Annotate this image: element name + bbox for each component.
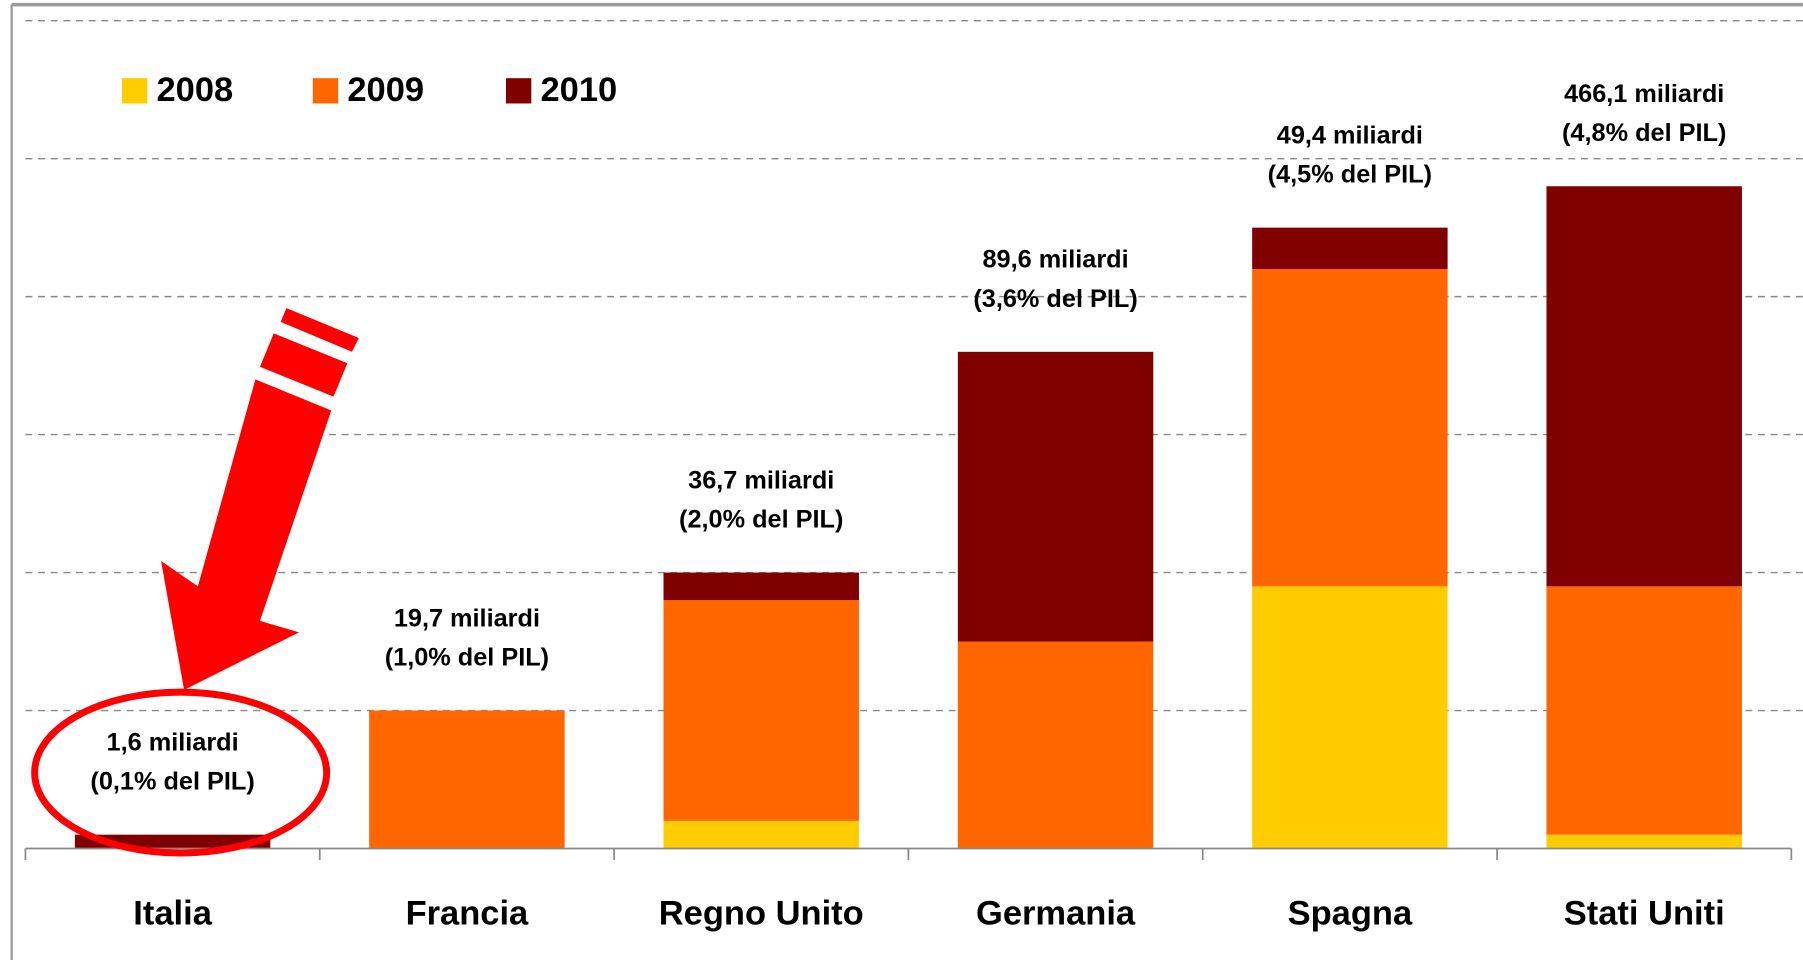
bar-segment: [1252, 269, 1448, 587]
bar-segment: [1252, 227, 1448, 270]
arrow-stripe: [259, 333, 348, 397]
arrow-stripe: [280, 308, 359, 352]
bar-segment: [1546, 586, 1742, 835]
bar-segment: [957, 351, 1154, 642]
arrow: [161, 308, 359, 690]
legend-swatch: [122, 78, 148, 104]
arrow-body: [161, 379, 332, 690]
bar-segment: [663, 600, 859, 821]
x-tick-label: Italia: [133, 894, 212, 932]
legend-label: 2008: [156, 71, 233, 109]
plot: 1,6 miliardi (0,1% del PIL) Italia 19,7 mil…: [24, 20, 1803, 932]
annotation-share: (3,6% del PIL): [973, 285, 1137, 313]
x-tick-label: Stati Uniti: [1564, 894, 1725, 932]
x-tick-label: Spagna: [1288, 894, 1413, 932]
bar-segment: [957, 641, 1154, 849]
bar-segment: [369, 710, 565, 849]
annotation-amount: 1,6 miliardi: [107, 729, 239, 757]
annotation-amount: 19,7 miliardi: [394, 604, 540, 632]
bar-segment: [1252, 586, 1448, 849]
annotation-amount: 36,7 miliardi: [688, 466, 834, 494]
legend-swatch: [506, 78, 532, 104]
annotation-amount: 49,4 miliardi: [1277, 122, 1423, 150]
x-tick-label: Germania: [976, 894, 1136, 932]
legend-label: 2010: [540, 71, 617, 109]
annotation-share: (0,1% del PIL): [90, 768, 254, 796]
bar-segment: [663, 820, 859, 849]
bar-segment: [1546, 834, 1742, 849]
x-tick-label: Francia: [406, 894, 529, 932]
annotation-share: (1,0% del PIL): [385, 643, 549, 671]
annotation-share: (4,8% del PIL): [1562, 119, 1726, 147]
x-tick-label: Regno Unito: [659, 894, 864, 932]
annotation-share: (2,0% del PIL): [679, 506, 843, 534]
annotation-share: (4,5% del PIL): [1268, 161, 1432, 189]
bar-segment: [663, 572, 859, 601]
legend-label: 2009: [347, 71, 424, 109]
highlight-circle: [31, 688, 331, 857]
legend-swatch: [312, 78, 339, 104]
annotation-amount: 466,1 miliardi: [1564, 80, 1724, 108]
bar-segment: [1546, 186, 1742, 587]
annotation-amount: 89,6 miliardi: [982, 246, 1128, 274]
